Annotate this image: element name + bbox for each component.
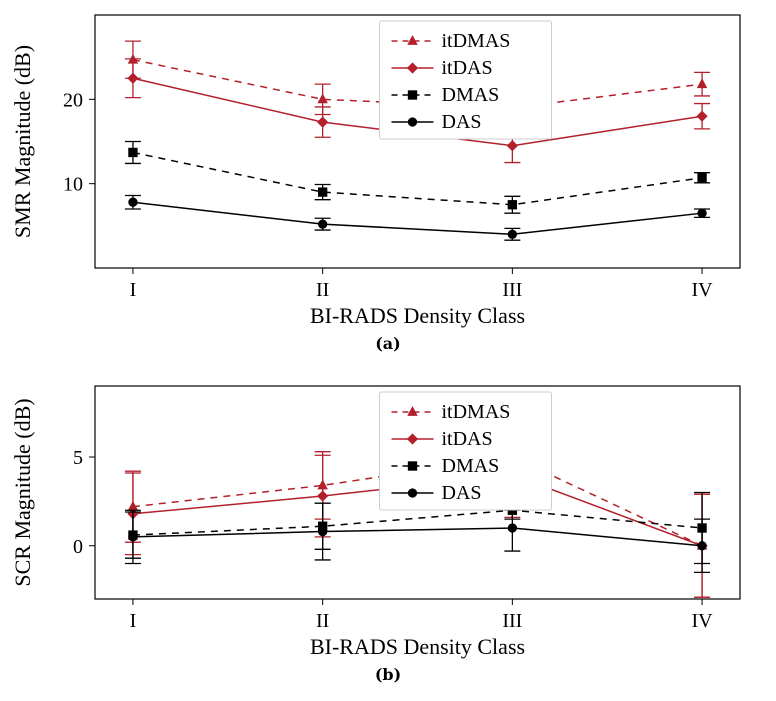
legend-marker xyxy=(408,489,416,497)
x-axis-label: BI-RADS Density Class xyxy=(310,634,525,659)
x-tick-label: II xyxy=(316,279,329,301)
figure-container: IIIIIIIVBI-RADS Density Class1020SMR Mag… xyxy=(0,0,776,694)
legend-label: DAS xyxy=(442,482,482,504)
y-tick-label: 10 xyxy=(63,174,83,196)
series-DAS xyxy=(125,195,710,240)
legend-label: itDAS xyxy=(442,428,493,450)
y-axis-label: SCR Magnitude (dB) xyxy=(10,398,35,586)
marker-itDAS xyxy=(507,141,517,151)
marker-itDAS xyxy=(697,111,707,121)
line-DMAS xyxy=(133,152,702,204)
marker-itDAS xyxy=(128,73,138,83)
y-tick-label: 5 xyxy=(73,447,83,469)
marker-DAS xyxy=(129,533,137,541)
marker-DMAS xyxy=(129,148,137,156)
marker-itDMAS xyxy=(698,79,707,87)
series-DMAS xyxy=(125,142,710,214)
marker-DMAS xyxy=(318,188,326,196)
legend-label: itDMAS xyxy=(442,401,511,423)
line-DAS xyxy=(133,528,702,546)
y-tick-label: 0 xyxy=(73,536,83,558)
series-DAS xyxy=(125,503,710,572)
line-DAS xyxy=(133,202,702,234)
x-tick-label: I xyxy=(130,610,137,632)
marker-DAS xyxy=(508,230,516,238)
panel-a-sublabel: (a) xyxy=(375,334,401,353)
legend-marker xyxy=(408,91,416,99)
marker-DAS xyxy=(318,220,326,228)
marker-itDAS xyxy=(318,491,328,501)
x-axis-label: BI-RADS Density Class xyxy=(310,303,525,328)
legend: itDMAS itDAS DMAS DAS xyxy=(380,392,552,510)
y-axis-label: SMR Magnitude (dB) xyxy=(10,45,35,238)
marker-DAS xyxy=(698,542,706,550)
x-tick-label: III xyxy=(502,610,522,632)
legend-marker xyxy=(408,462,416,470)
marker-DAS xyxy=(508,524,516,532)
legend-marker xyxy=(408,118,416,126)
marker-itDMAS xyxy=(318,94,327,102)
x-tick-label: IV xyxy=(692,279,714,301)
x-tick-label: IV xyxy=(692,610,714,632)
x-tick-label: II xyxy=(316,610,329,632)
marker-DMAS xyxy=(508,201,516,209)
marker-DAS xyxy=(318,527,326,535)
panel-a: IIIIIIIVBI-RADS Density Class1020SMR Mag… xyxy=(0,0,776,371)
legend-label: itDAS xyxy=(442,57,493,79)
legend-label: DMAS xyxy=(442,84,500,106)
panel-b: IIIIIIIVBI-RADS Density Class05SCR Magni… xyxy=(0,371,776,694)
x-tick-label: I xyxy=(130,279,137,301)
legend: itDMAS itDAS DMAS DAS xyxy=(380,21,552,139)
marker-DAS xyxy=(129,198,137,206)
x-tick-label: III xyxy=(502,279,522,301)
marker-itDAS xyxy=(318,117,328,127)
panel-b-sublabel: (b) xyxy=(375,665,401,684)
marker-DMAS xyxy=(698,174,706,182)
y-tick-label: 20 xyxy=(63,89,83,111)
marker-DAS xyxy=(698,209,706,217)
legend-label: itDMAS xyxy=(442,30,511,52)
legend-label: DAS xyxy=(442,111,482,133)
legend-label: DMAS xyxy=(442,455,500,477)
